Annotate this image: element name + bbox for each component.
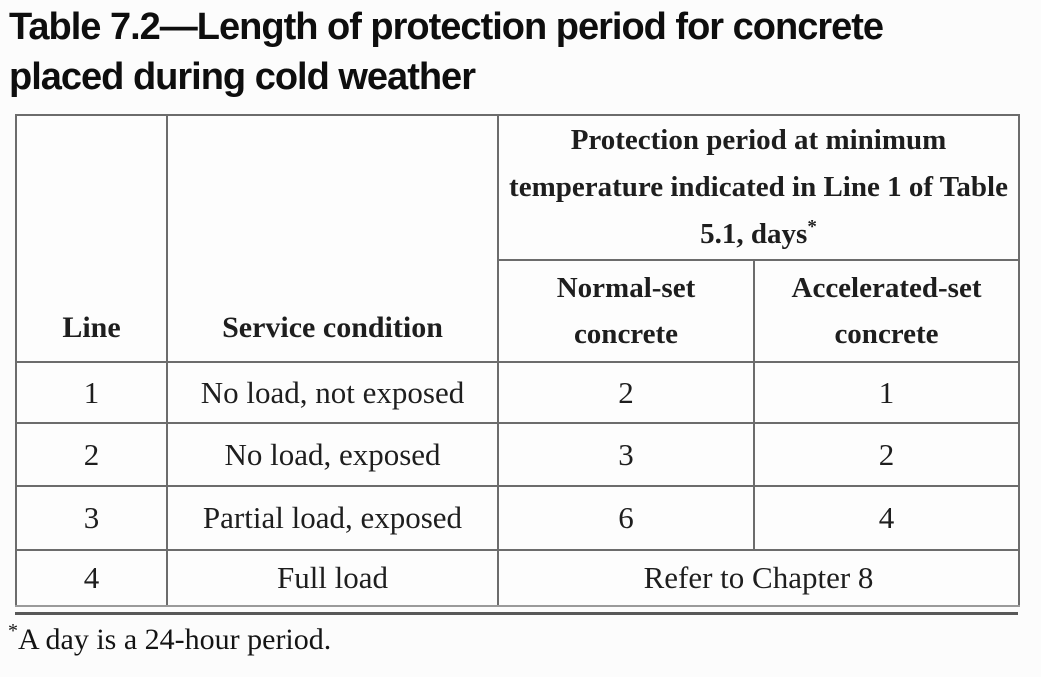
service-condition-cell: No load, exposed (166, 422, 499, 487)
service-condition-cell: No load, not exposed (166, 361, 499, 424)
normal-set-value-cell: 6 (497, 485, 755, 551)
service-condition-cell: Full load (166, 549, 499, 607)
protection-period-header-text: Protection period at minimum temperature… (509, 124, 1008, 250)
footnote-marker: * (8, 620, 18, 642)
line-number-cell: 2 (15, 422, 168, 487)
normal-set-value-cell: 3 (497, 422, 755, 487)
line-number-cell: 1 (15, 361, 168, 424)
column-header-normal-set: Normal-set concrete (497, 259, 755, 363)
table-row: 4 Full load Refer to Chapter 8 (15, 549, 1021, 607)
table-row: 2 No load, exposed 3 2 (15, 422, 1021, 487)
table-title: Table 7.2—Length of protection period fo… (9, 2, 1035, 102)
protection-period-table: Line Service condition Protection period… (15, 114, 1021, 607)
table-title-line2: placed during cold weather (9, 56, 476, 98)
table-title-line1: Table 7.2—Length of protection period fo… (9, 6, 884, 48)
accelerated-set-value-cell: 2 (752, 422, 1021, 487)
table-row: 1 No load, not exposed 2 1 (15, 361, 1021, 424)
table-frame: Line Service condition Protection period… (15, 114, 1021, 615)
header-row-subcolumns: Normal-set concrete Accelerated-set conc… (16, 259, 1021, 363)
column-header-line: Line (15, 114, 168, 363)
service-condition-cell: Partial load, exposed (166, 485, 499, 551)
footnote-marker-days: * (807, 216, 817, 238)
table-row: 3 Partial load, exposed 6 4 (15, 485, 1021, 551)
merged-reference-cell: Refer to Chapter 8 (496, 549, 1021, 607)
column-header-accelerated-set: Accelerated-set concrete (752, 259, 1021, 363)
table-footnote: *A day is a 24-hour period. (8, 620, 331, 660)
footnote-text: A day is a 24-hour period. (18, 623, 332, 656)
accelerated-set-value-cell: 4 (752, 485, 1021, 551)
column-group-header-protection-period: Protection period at minimum temperature… (496, 114, 1021, 261)
header-row-group: Line Service condition Protection period… (15, 114, 1021, 363)
line-number-cell: 4 (15, 549, 168, 607)
line-number-cell: 3 (15, 485, 168, 551)
accelerated-set-value-cell: 1 (752, 361, 1021, 424)
normal-set-value-cell: 2 (497, 361, 755, 424)
column-header-service-condition: Service condition (166, 114, 499, 363)
